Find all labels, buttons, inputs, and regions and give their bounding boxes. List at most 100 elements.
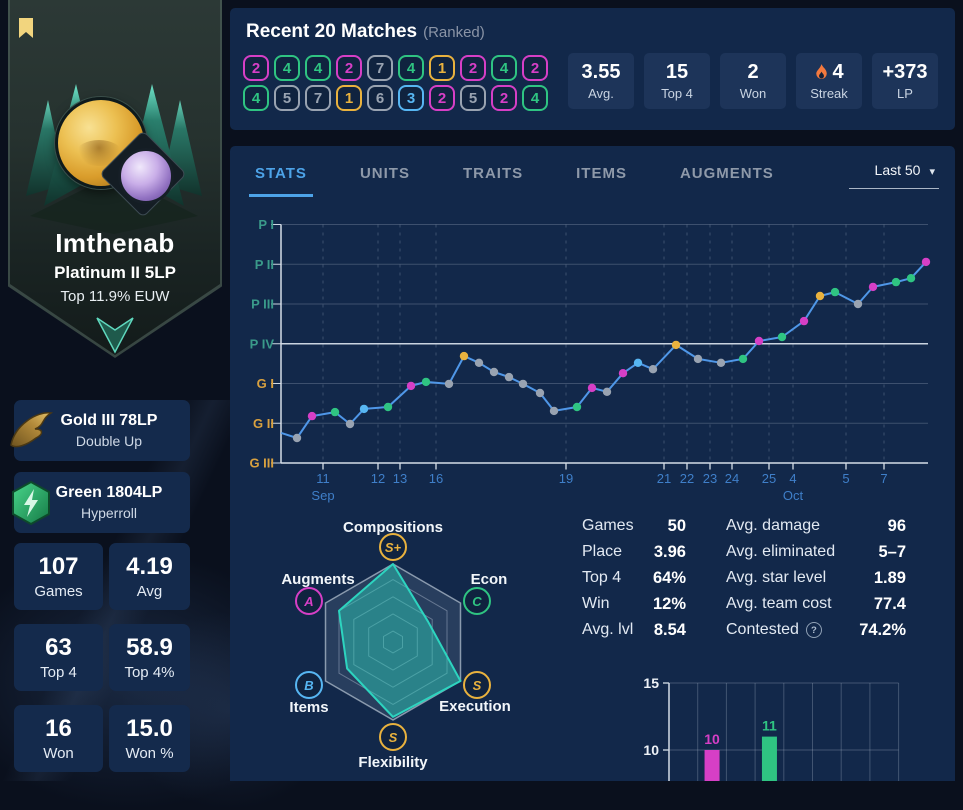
svg-text:10: 10 [704,731,720,747]
placement-badge[interactable]: 4 [398,55,424,81]
sidebar-stat-box: 16 Won [14,705,103,772]
placement-badge[interactable]: 2 [491,85,517,111]
tab-stats[interactable]: STATS [249,161,313,197]
svg-text:Flexibility: Flexibility [358,754,428,771]
queue-card-double-up: Gold III 78LP Double Up [10,400,190,461]
player-rank: Platinum II 5LP [54,263,176,282]
svg-text:Items: Items [289,699,328,716]
performance-radar-chart: S+ Compositions C Econ S Execution S Flexibilit… [281,519,511,771]
placement-badge[interactable]: 2 [429,85,455,111]
double-up-rank: Gold III 78LP [60,412,158,429]
help-icon[interactable]: ? [805,622,822,638]
stats-panel: STATS UNITS TRAITS ITEMS AUGMENTS Last 50 ▾ P… [230,146,955,781]
bookmark-icon[interactable] [19,18,33,38]
placement-badge[interactable]: 3 [398,85,424,111]
recent-summary-box: +373 LP [872,53,938,109]
summary-stat-row: Top 4 64% [582,568,686,587]
placement-distribution-chart: 15 10 10 11 [643,675,900,781]
svg-text:19: 19 [559,471,573,486]
sidebar-stat-box: 63 Top 4 [14,624,103,691]
recent-summary-box: 15 Top 4 [644,53,710,109]
svg-text:C: C [472,594,482,609]
recent-matches-title-text: Recent 20 Matches [246,21,418,42]
svg-text:5: 5 [842,471,849,486]
hyperroll-rank-icon [12,480,50,526]
svg-text:11: 11 [316,471,330,486]
svg-text:23: 23 [703,471,717,486]
recent-summary-box: 4 Streak [796,53,862,109]
svg-text:Econ: Econ [471,571,508,588]
svg-text:S+: S+ [385,540,402,555]
svg-text:16: 16 [429,471,443,486]
placement-badge[interactable]: 2 [243,55,269,81]
placement-badge[interactable]: 6 [367,85,393,111]
summary-stat-row: Games 50 [582,516,686,535]
placement-badge[interactable]: 2 [336,55,362,81]
svg-text:P I: P I [258,217,274,232]
summary-stats-table: Games 50 Place 3.96 Top 4 64% Win 12% Avg. lvl 8.… [582,513,906,643]
tab-augments[interactable]: AUGMENTS [679,165,774,182]
placement-badge[interactable]: 4 [522,85,548,111]
recent-summary-boxes: 3.55 Avg. 15 Top 4 2 Won 4 Streak +373 LP [568,53,938,109]
recent-summary-box: 3.55 Avg. [568,53,634,109]
lifetime-stats-grid: 107 Games 4.19 Avg 63 Top 4 58.9 Top 4% 16 Won 15.… [14,543,190,772]
lp-history-chart: P I P II P III P IV G I G II G III 11 Sep 12 13 16 1… [249,217,931,503]
svg-text:S: S [473,678,482,693]
placement-badge[interactable]: 5 [274,85,300,111]
hyperroll-rank: Green 1804LP [55,484,163,501]
svg-text:Augments: Augments [281,571,354,588]
svg-text:Sep: Sep [311,488,334,503]
summary-stat-row: Avg. team cost 77.4 [726,594,906,613]
filter-dropdown[interactable]: Last 50 ▾ [848,162,939,189]
svg-text:Compositions: Compositions [343,519,443,536]
filter-value: Last 50 [874,162,921,178]
double-up-label: Double Up [75,433,143,449]
svg-text:21: 21 [657,471,671,486]
svg-text:15: 15 [643,675,659,691]
rank-crest-icon [96,317,134,354]
svg-text:7: 7 [880,471,887,486]
placement-badge[interactable]: 7 [367,55,393,81]
summary-stat-row: Avg. lvl 8.54 [582,620,686,639]
little-legend-avatar [118,148,174,204]
svg-text:B: B [304,678,313,693]
hyperroll-label: Hyperroll [80,505,137,521]
placement-badge[interactable]: 5 [460,85,486,111]
player-sidebar: Imthenab Platinum II 5LP Top 11.9% EUW G… [0,0,228,781]
svg-text:G III: G III [249,456,274,471]
svg-text:4: 4 [789,471,796,486]
svg-text:12: 12 [371,471,385,486]
svg-text:Execution: Execution [439,698,511,715]
svg-text:P IV: P IV [250,336,275,351]
placement-badge[interactable]: 7 [305,85,331,111]
svg-text:22: 22 [680,471,694,486]
summary-stat-row: Avg. star level 1.89 [726,568,906,587]
placement-badge[interactable]: 2 [460,55,486,81]
svg-text:S: S [389,730,398,745]
placement-badge[interactable]: 1 [429,55,455,81]
svg-text:G II: G II [253,416,274,431]
svg-text:13: 13 [393,471,407,486]
placement-badge[interactable]: 4 [305,55,331,81]
placement-badge[interactable]: 2 [522,55,548,81]
placement-badge[interactable]: 4 [491,55,517,81]
placement-badge[interactable]: 1 [336,85,362,111]
tab-traits[interactable]: TRAITS [462,165,524,182]
summary-stat-row: Contested? 74.2% [726,620,906,639]
player-percentile: Top 11.9% EUW [60,288,170,305]
placement-badge[interactable]: 4 [274,55,300,81]
queue-card-hyperroll: Green 1804LP Hyperroll [12,472,190,533]
summary-stat-row: Win 12% [582,594,686,613]
svg-text:11: 11 [762,718,777,734]
flame-icon [816,64,828,79]
tab-units[interactable]: UNITS [359,165,410,182]
tab-items[interactable]: ITEMS [576,165,627,182]
placement-badge[interactable]: 4 [243,85,269,111]
svg-text:P III: P III [251,297,274,312]
summary-stat-row: Avg. damage 96 [726,516,906,535]
summary-stat-row: Avg. eliminated 5–7 [726,542,906,561]
svg-text:10: 10 [643,742,659,758]
stats-tabs: STATS UNITS TRAITS ITEMS AUGMENTS [249,161,780,197]
